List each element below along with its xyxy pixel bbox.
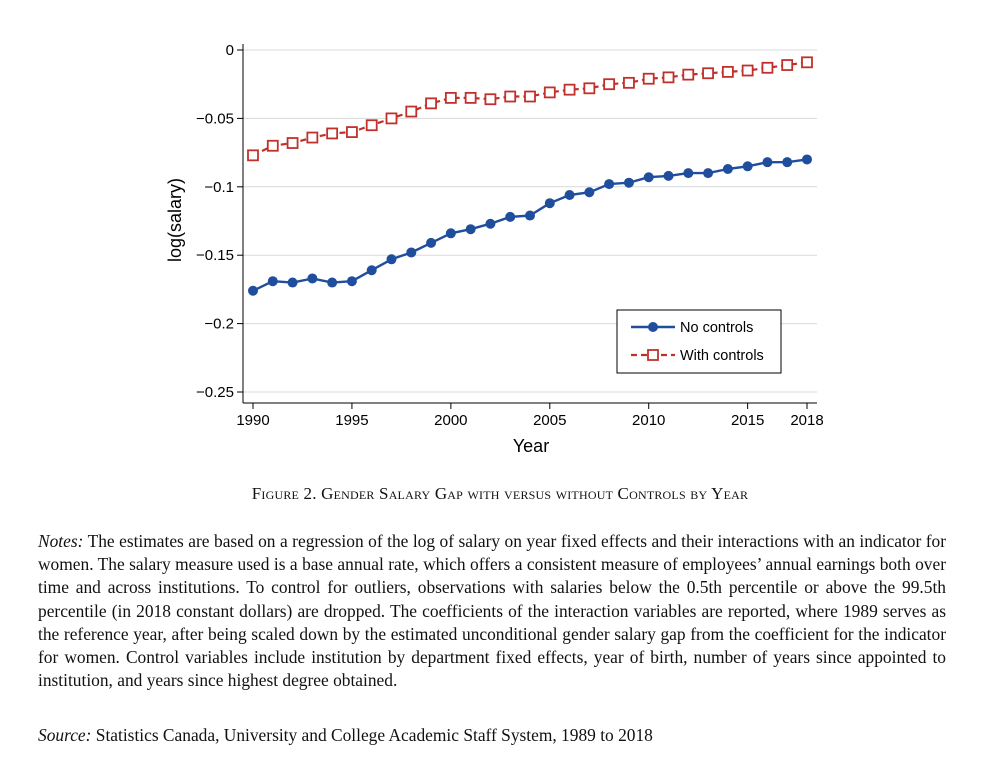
data-point-with-controls — [425, 97, 437, 110]
data-point-no-controls — [406, 247, 417, 258]
data-point-no-controls — [722, 164, 733, 175]
data-point-no-controls — [742, 161, 753, 172]
data-point-no-controls — [445, 228, 456, 239]
data-point-no-controls — [307, 273, 318, 284]
legend-marker-with-controls — [647, 349, 659, 361]
y-tick-label: −0.05 — [196, 110, 234, 127]
data-point-no-controls — [643, 172, 654, 183]
data-point-with-controls — [365, 119, 378, 132]
data-point-with-controls — [563, 83, 576, 96]
data-point-no-controls — [584, 187, 595, 198]
data-point-no-controls — [623, 177, 634, 188]
x-tick-label: 2015 — [731, 412, 764, 429]
data-point-no-controls — [564, 190, 575, 201]
data-point-no-controls — [465, 224, 476, 235]
data-point-with-controls — [543, 86, 556, 99]
data-point-no-controls — [683, 168, 694, 179]
data-point-with-controls — [504, 90, 517, 103]
x-tick-label: 2010 — [632, 412, 665, 429]
series-line-no-controls — [252, 158, 808, 292]
data-point-no-controls — [485, 218, 496, 229]
data-point-with-controls — [583, 82, 596, 95]
axes — [237, 44, 817, 409]
series-no-controls — [248, 154, 812, 296]
legend-marker-no-controls — [648, 322, 658, 332]
data-point-with-controls — [444, 91, 457, 104]
data-point-with-controls — [761, 61, 774, 74]
data-point-with-controls — [306, 131, 319, 144]
data-point-with-controls — [662, 71, 675, 84]
legend: No controls With controls — [616, 309, 782, 374]
data-point-with-controls — [642, 72, 655, 85]
notes-lead: Notes: — [38, 531, 84, 551]
data-point-no-controls — [327, 277, 338, 288]
legend-label-with-controls: With controls — [680, 348, 764, 364]
x-tick-label: 2018 — [790, 412, 823, 429]
data-point-no-controls — [663, 170, 674, 181]
data-point-no-controls — [802, 154, 812, 165]
y-tick-label: −0.2 — [204, 316, 234, 333]
data-point-with-controls — [385, 112, 398, 125]
figure-notes: Notes: The estimates are based on a regr… — [38, 530, 946, 692]
y-tick-label: −0.1 — [204, 179, 234, 196]
y-tick-label: −0.25 — [196, 384, 234, 401]
data-point-no-controls — [386, 254, 397, 265]
data-point-no-controls — [366, 265, 377, 276]
data-point-with-controls — [702, 67, 714, 80]
data-point-with-controls — [741, 64, 754, 77]
data-point-no-controls — [703, 168, 714, 179]
data-point-no-controls — [426, 237, 437, 248]
source-text: Statistics Canada, University and Colleg… — [91, 725, 653, 745]
y-tick-label: 0 — [226, 42, 234, 59]
data-series — [247, 56, 813, 296]
data-point-with-controls — [603, 78, 616, 91]
data-point-with-controls — [464, 91, 477, 104]
data-point-with-controls — [801, 56, 813, 69]
legend-box — [616, 309, 782, 374]
data-point-no-controls — [525, 210, 535, 221]
x-axis-title: Year — [513, 436, 549, 456]
x-tick-label: 1995 — [335, 412, 368, 429]
data-point-with-controls — [484, 93, 497, 106]
data-point-with-controls — [405, 105, 418, 118]
y-tick-label: −0.15 — [196, 247, 234, 264]
data-point-no-controls — [544, 198, 555, 209]
data-point-no-controls — [287, 277, 298, 288]
data-point-with-controls — [623, 76, 635, 89]
source-lead: Source: — [38, 725, 92, 745]
x-tick-label: 1990 — [236, 412, 269, 429]
data-point-with-controls — [286, 137, 299, 149]
series-line-with-controls — [252, 61, 808, 157]
data-point-with-controls — [721, 65, 734, 78]
figure-source: Source: Statistics Canada, University an… — [38, 724, 946, 747]
y-axis-title: log(salary) — [165, 178, 185, 262]
data-point-no-controls — [604, 179, 615, 190]
data-point-with-controls — [346, 126, 358, 138]
data-point-with-controls — [247, 149, 259, 162]
data-point-with-controls — [326, 127, 339, 140]
data-point-no-controls — [505, 211, 516, 222]
data-point-no-controls — [782, 157, 793, 168]
gridlines — [243, 49, 817, 393]
x-tick-label: 2000 — [434, 412, 467, 429]
data-point-no-controls — [267, 276, 278, 287]
data-point-with-controls — [682, 68, 695, 81]
data-point-with-controls — [524, 90, 536, 103]
figure-caption: Figure 2. Gender Salary Gap with versus … — [251, 484, 749, 503]
data-point-no-controls — [248, 285, 258, 296]
x-tick-label: 2005 — [533, 412, 566, 429]
notes-text: The estimates are based on a regression … — [38, 531, 946, 691]
data-point-with-controls — [781, 59, 794, 71]
legend-label-no-controls: No controls — [680, 320, 753, 336]
data-point-with-controls — [266, 139, 279, 152]
data-point-no-controls — [346, 276, 357, 287]
series-with-controls — [247, 56, 813, 162]
data-point-no-controls — [762, 157, 773, 168]
